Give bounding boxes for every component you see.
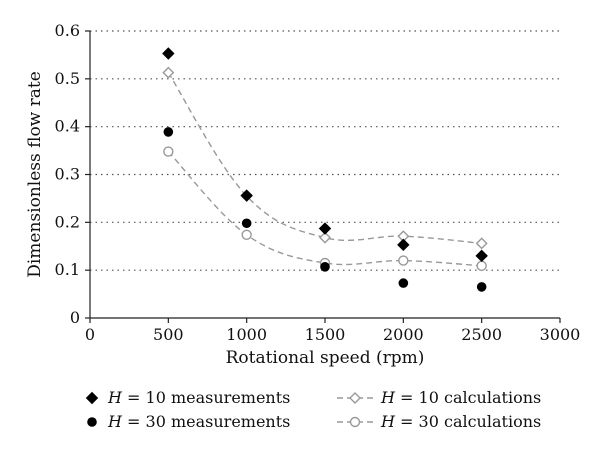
data-point (163, 146, 174, 157)
legend-marker (87, 417, 97, 427)
legend-label-variable: H (380, 412, 396, 431)
legend-label: H = 30 calculations (380, 412, 541, 431)
y-tick-label: 0.4 (55, 117, 80, 136)
series-3 (162, 66, 488, 250)
data-point (163, 127, 174, 137)
legend-item: H = 10 measurements (85, 388, 290, 407)
y-tick-label: 0.1 (55, 260, 80, 279)
y-tick-label: 0.5 (55, 69, 80, 88)
data-point (476, 260, 487, 272)
legend-label: H = 30 measurements (107, 412, 290, 431)
x-axis-title: Rotational speed (rpm) (226, 348, 425, 368)
x-tick-label: 500 (153, 325, 184, 344)
data-point (241, 229, 252, 240)
legend-label-variable: H (107, 412, 123, 431)
data-point (475, 237, 488, 250)
legend-label-rest: = 10 calculations (395, 388, 541, 407)
series-line (167, 151, 482, 267)
data-point (475, 249, 488, 263)
legend-label: H = 10 measurements (107, 388, 290, 407)
y-tick-label: 0 (70, 308, 80, 327)
data-point (162, 66, 175, 79)
legend-item: H = 30 measurements (87, 412, 290, 431)
y-axis-title: Dimensionless flow rate (25, 71, 45, 278)
tick-layer: 0 500 1000 1500 2000 2500 3000 0 0.1 0.2 0.3 0.4 0.5… (55, 21, 581, 344)
y-tick-label: 0.2 (55, 212, 80, 231)
y-tick-label: 0.3 (55, 165, 80, 184)
series-2 (163, 127, 487, 292)
x-tick-label: 3000 (540, 325, 581, 344)
data-point (319, 231, 331, 244)
data-point (241, 218, 252, 229)
data-point (320, 262, 330, 272)
data-point (398, 278, 409, 288)
legend-label-variable: H (380, 388, 396, 407)
data-point (240, 189, 253, 202)
x-tick-label: 1000 (226, 325, 267, 344)
series-4 (163, 146, 487, 272)
x-tick-label: 2000 (383, 325, 424, 344)
legend-marker (349, 392, 361, 404)
series-line (167, 72, 482, 245)
x-tick-label: 1500 (305, 325, 346, 344)
legend-label: H = 10 calculations (380, 388, 541, 407)
legend-label-variable: H (107, 388, 123, 407)
axis-layer (89, 31, 560, 319)
legend-label-rest: = 30 measurements (122, 412, 290, 431)
data-point (397, 238, 410, 252)
series-1 (162, 47, 488, 263)
legend-marker (349, 416, 361, 428)
data-point (398, 255, 409, 266)
x-tick-label: 2500 (461, 325, 502, 344)
y-tick-label: 0.6 (55, 21, 80, 40)
data-point (318, 222, 332, 235)
data-point (162, 47, 175, 60)
legend-label-rest: = 30 calculations (395, 412, 541, 431)
x-tick-label: 0 (85, 325, 95, 344)
legend-marker (85, 391, 99, 405)
legend-item: H = 10 calculations (337, 388, 541, 407)
series-layer (162, 47, 488, 292)
legend-label-rest: = 10 measurements (122, 388, 290, 407)
legend-item: H = 30 calculations (337, 412, 541, 431)
data-point (476, 282, 487, 292)
